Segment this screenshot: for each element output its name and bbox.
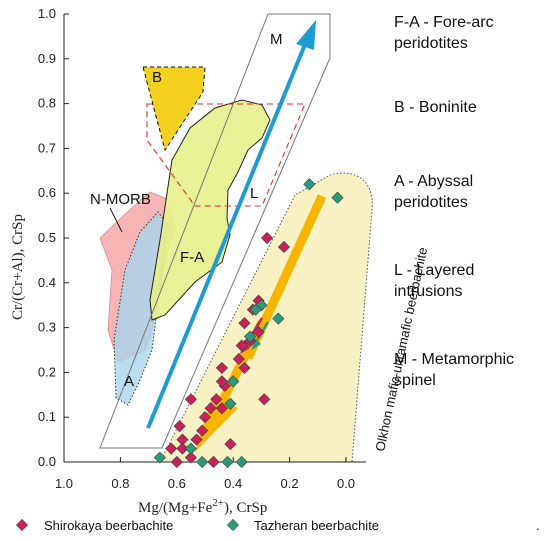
field-boninite <box>142 66 206 152</box>
side-note-m-line1: M - Metamorphic <box>394 351 514 368</box>
field-label-a: A <box>124 373 134 390</box>
data-point-shirokaya <box>204 402 217 415</box>
data-point-tazheran <box>244 330 257 343</box>
x-tick-label: 1.0 <box>55 476 73 491</box>
x-tick-label: 0.8 <box>111 476 129 491</box>
data-point-shirokaya <box>170 455 183 469</box>
data-point-tazheran <box>249 303 262 316</box>
trend-arrowhead <box>195 398 238 452</box>
data-point-shirokaya <box>176 433 189 446</box>
field-label-m: M <box>270 31 283 48</box>
side-note-fa-line2: peridotites <box>394 35 468 52</box>
x-tick-label: 0.2 <box>281 476 299 491</box>
data-point-shirokaya <box>277 240 291 254</box>
data-point-tazheran <box>331 191 344 204</box>
metamorphic-trend-arrow <box>146 41 308 429</box>
field-label-b: B <box>152 69 162 86</box>
data-point-tazheran <box>227 375 240 388</box>
y-tick-label: 1.0 <box>38 6 56 21</box>
side-note-fa-line1: F-A - Fore-arc <box>394 14 494 31</box>
data-point-shirokaya <box>215 402 229 415</box>
y-tick-label: 0.8 <box>38 96 56 111</box>
data-point-shirokaya <box>215 361 229 375</box>
data-point-shirokaya <box>190 433 203 446</box>
metamorphic-arrowhead <box>296 20 316 50</box>
data-point-shirokaya <box>252 325 265 339</box>
y-tick-label: 0.2 <box>38 364 56 379</box>
y-tick-label: 0.3 <box>38 320 56 335</box>
y-tick-label: 0.0 <box>38 454 56 469</box>
data-point-shirokaya <box>238 317 251 330</box>
side-note-l-line1: L - Layered <box>394 262 474 279</box>
data-point-shirokaya <box>196 424 209 437</box>
field-abyssal <box>113 211 169 406</box>
side-note-l-line2: intrusions <box>394 283 462 300</box>
field-metamorphic <box>99 13 331 449</box>
y-tick-label: 0.9 <box>38 51 56 66</box>
y-tick-label: 0.7 <box>38 140 56 155</box>
field-label-n-morb: N-MORB <box>90 191 151 208</box>
x-axis-label-sup: 2+ <box>212 497 224 509</box>
data-point-shirokaya <box>258 393 271 406</box>
data-point-shirokaya <box>232 352 245 366</box>
n-morb-pointer <box>109 207 123 233</box>
x-axis-label-tail: ), CrSp <box>224 500 267 516</box>
x-axis-label: Mg/(Mg+Fe2+), CrSp <box>138 497 267 516</box>
y-tick-label: 0.6 <box>38 185 56 200</box>
data-point-tazheran <box>196 455 209 469</box>
data-point-shirokaya <box>210 393 223 406</box>
legend-label-tazheran: Tazheran beerbachite <box>254 518 379 533</box>
legend-label-shirokaya: Shirokaya beerbachite <box>44 518 173 533</box>
legend-marker-tazheran <box>226 518 240 532</box>
legend: Shirokaya beerbachite Tazheran beerbachi… <box>15 518 379 533</box>
y-axis-label: Cr/(Cr+Al), CrSp <box>10 214 26 320</box>
side-note-m-line2: spinel <box>394 372 436 389</box>
data-point-tazheran <box>224 397 237 410</box>
data-point-tazheran <box>221 455 234 469</box>
x-tick-label: 0.6 <box>168 476 186 491</box>
x-ticks: 1.0 0.8 0.6 0.4 0.2 0.0 <box>55 457 355 491</box>
data-point-tazheran <box>184 442 197 455</box>
data-point-shirokaya <box>184 451 197 464</box>
x-tick-label: 0.4 <box>224 476 242 491</box>
side-note-a-line1: A - Abyssal <box>394 173 473 190</box>
data-point-tazheran <box>303 178 316 191</box>
field-fore-arc <box>149 99 271 321</box>
field-label-l: L <box>250 185 258 202</box>
data-points <box>153 178 344 469</box>
data-point-shirokaya <box>165 442 178 455</box>
y-ticks: 0.0 0.1 0.2 0.3 0.4 0.5 0.6 0.7 0.8 0.9 1.0 <box>38 6 69 469</box>
data-point-shirokaya <box>184 393 197 406</box>
legend-marker-shirokaya <box>15 518 29 532</box>
classification-fields <box>99 13 373 463</box>
side-annotations: F-A - Fore-arc peridotites B - Boninite … <box>394 14 514 389</box>
data-point-shirokaya <box>207 455 220 469</box>
data-point-shirokaya <box>173 420 186 433</box>
y-tick-label: 0.4 <box>38 275 56 290</box>
data-point-shirokaya <box>235 339 248 352</box>
data-point-shirokaya <box>238 361 251 375</box>
data-point-shirokaya <box>260 231 274 245</box>
side-note-a-line2: peridotites <box>394 194 468 211</box>
x-axis-label-main: Mg/(Mg+Fe <box>138 500 213 516</box>
data-point-shirokaya <box>176 442 189 455</box>
y-tick-label: 0.1 <box>38 409 56 424</box>
field-label-fa: F-A <box>180 249 204 266</box>
side-note-b-line1: B - Boninite <box>394 99 477 116</box>
corner-mark: . <box>536 518 540 533</box>
y-tick-label: 0.5 <box>38 230 56 245</box>
x-tick-label: 0.0 <box>337 476 355 491</box>
data-point-tazheran <box>153 451 166 464</box>
data-point-shirokaya <box>224 437 237 451</box>
data-point-tazheran <box>272 312 285 325</box>
data-point-shirokaya <box>215 375 229 388</box>
data-point-shirokaya <box>198 411 212 424</box>
data-point-tazheran <box>235 455 248 469</box>
